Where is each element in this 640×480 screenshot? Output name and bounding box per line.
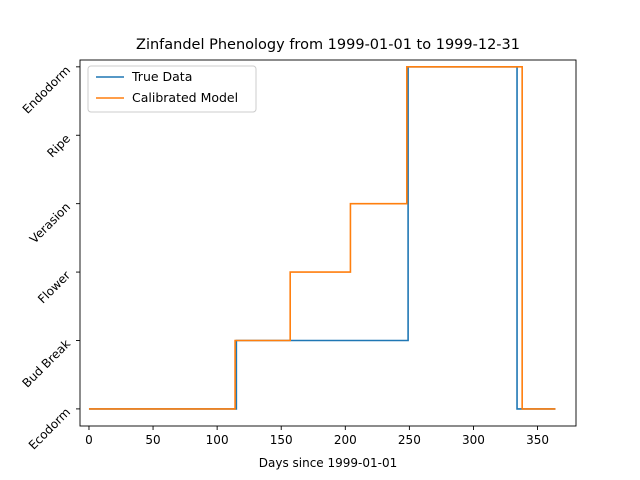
x-tick-label: 300	[462, 433, 485, 447]
legend-entry-label: True Data	[131, 69, 192, 84]
x-axis-label: Days since 1999-01-01	[259, 456, 398, 470]
legend-entry-label: Calibrated Model	[132, 90, 238, 105]
series-line-1	[88, 66, 556, 410]
series-layer	[88, 66, 556, 410]
plot-frame	[79, 59, 577, 427]
x-tick-label: 250	[398, 433, 421, 447]
x-tick-label: 100	[206, 433, 229, 447]
x-tick-label: 50	[145, 433, 160, 447]
x-tick-label: 350	[526, 433, 549, 447]
legend-box	[87, 65, 257, 113]
legend: True Data Calibrated Model	[87, 65, 257, 113]
x-tick-label: 0	[85, 433, 93, 447]
x-tick-label: 200	[334, 433, 357, 447]
series-line-0	[88, 66, 556, 410]
chart-title: Zinfandel Phenology from 1999-01-01 to 1…	[136, 37, 520, 53]
x-tick-label: 150	[270, 433, 293, 447]
